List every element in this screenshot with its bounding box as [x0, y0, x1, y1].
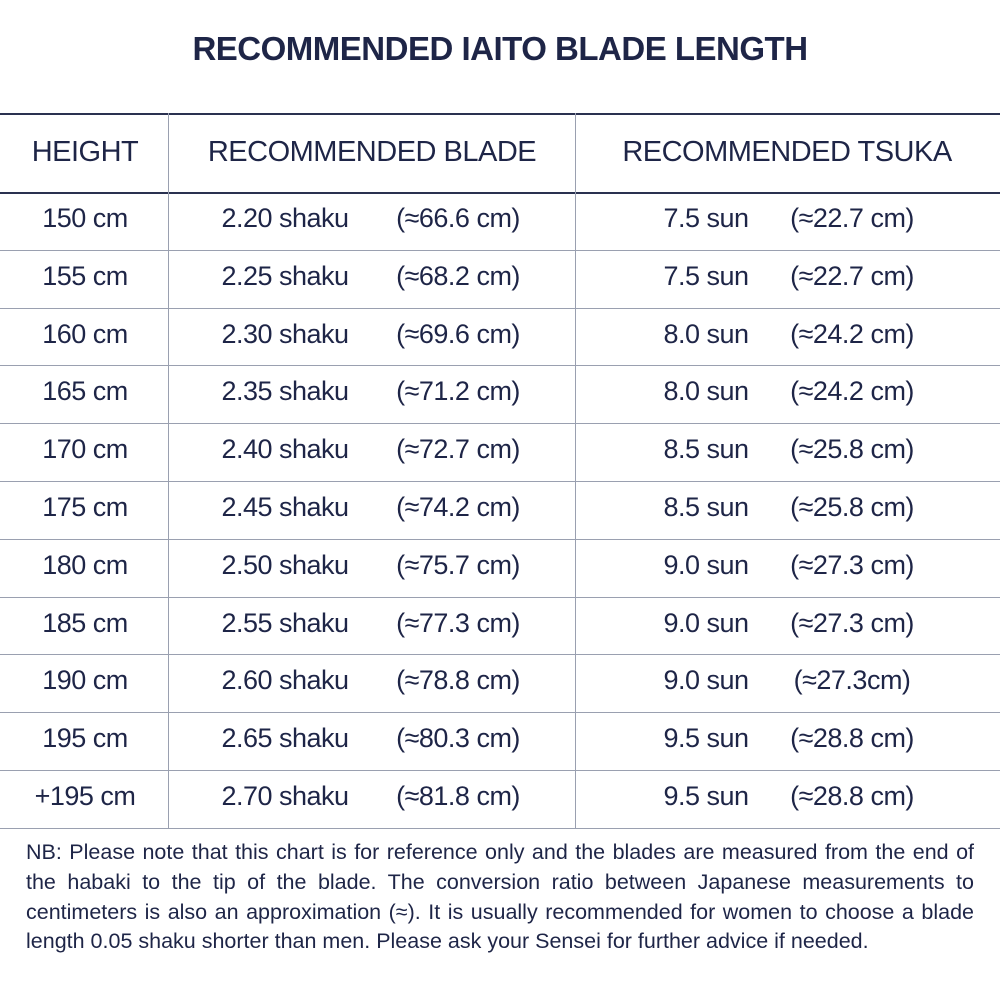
table-cell: 9.5 sun [663, 723, 749, 754]
table-cell: (≈25.8 cm) [790, 492, 914, 522]
row-divider [0, 596, 1000, 598]
title: RECOMMENDED IAITO BLADE LENGTH [192, 30, 808, 67]
table-cell: 2.60 shaku [221, 665, 349, 696]
table-cell: 160 cm [42, 318, 128, 349]
table-cell: (≈27.3 cm) [790, 607, 914, 638]
table-cell: (≈24.2 cm) [790, 376, 914, 407]
table-cell: 150 cm [42, 203, 128, 233]
row-divider [0, 481, 1000, 482]
table-cell: (≈24.2 cm) [790, 318, 914, 349]
table-cell: 2.30 shaku [221, 318, 349, 349]
table-bottom-border [0, 827, 1000, 829]
table-cell: (≈25.8 cm) [790, 434, 914, 465]
table-cell: 155 cm [42, 260, 128, 291]
table-cell: 165 cm [42, 376, 128, 407]
table-cell: 2.25 shaku [221, 260, 349, 291]
table-cell: 9.0 sun [663, 665, 749, 696]
table-cell: 180 cm [42, 549, 128, 580]
table-cell: (≈78.8 cm) [396, 665, 520, 696]
header-cell: RECOMMENDED BLADE [207, 136, 537, 168]
row-divider [0, 712, 1000, 714]
table-cell: 175 cm [42, 492, 128, 522]
column-divider [168, 113, 169, 828]
table-cell: 8.5 sun [663, 492, 749, 522]
table-cell: 2.65 shaku [221, 723, 349, 754]
table-cell: (≈66.6 cm) [396, 203, 520, 233]
column-divider [575, 113, 576, 828]
table-cell: (≈28.8 cm) [790, 723, 914, 754]
table-cell: (≈81.8 cm) [396, 781, 520, 811]
table-top-border [0, 113, 1000, 115]
row-divider [0, 249, 1000, 251]
table-cell: 8.0 sun [663, 376, 749, 407]
table-cell: 195 cm [42, 723, 128, 754]
table-cell: 7.5 sun [663, 260, 749, 291]
table-cell: 9.5 sun [663, 781, 749, 811]
table-cell: 2.55 shaku [221, 607, 349, 638]
table-cell: +195 cm [34, 781, 136, 811]
table-cell: 2.50 shaku [221, 549, 349, 580]
table-cell: (≈80.3 cm) [396, 723, 520, 754]
table-cell: 2.70 shaku [221, 781, 349, 811]
table-cell: 9.0 sun [663, 607, 749, 638]
header-cell: RECOMMENDED TSUKA [622, 136, 952, 168]
table-cell: 9.0 sun [663, 549, 749, 580]
table-cell: 190 cm [42, 665, 128, 696]
table-cell: (≈68.2 cm) [396, 260, 520, 291]
table-cell: 8.5 sun [663, 434, 749, 465]
table-cell: 7.5 sun [663, 203, 749, 233]
table-cell: 2.40 shaku [221, 434, 349, 465]
table-cell: (≈28.8 cm) [790, 781, 914, 811]
table-cell: 2.20 shaku [221, 203, 349, 233]
table-cell: (≈22.7 cm) [790, 260, 914, 291]
note: NB: Please note that this chart is for r… [26, 840, 974, 954]
header-divider [0, 192, 1000, 194]
row-divider [0, 538, 1000, 540]
table-cell: (≈72.7 cm) [396, 434, 520, 465]
row-divider [0, 423, 1000, 425]
row-divider [0, 654, 1000, 656]
table-cell: (≈27.3cm) [793, 665, 911, 696]
row-divider [0, 770, 1000, 771]
table-cell: 8.0 sun [663, 318, 749, 349]
table-cell: 170 cm [42, 434, 128, 465]
table-cell: 2.35 shaku [221, 376, 349, 407]
table-cell: (≈74.2 cm) [396, 492, 520, 522]
table-cell: (≈22.7 cm) [790, 203, 914, 233]
table-cell: (≈71.2 cm) [396, 376, 520, 407]
table-cell: 2.45 shaku [221, 492, 349, 522]
row-divider [0, 365, 1000, 367]
table-cell: (≈77.3 cm) [396, 607, 520, 638]
table-cell: (≈75.7 cm) [396, 549, 520, 580]
row-divider [0, 307, 1000, 309]
table-cell: (≈27.3 cm) [790, 549, 914, 580]
table-cell: 185 cm [42, 607, 128, 638]
table-cell: (≈69.6 cm) [396, 318, 520, 349]
header-cell: HEIGHT [31, 136, 139, 168]
